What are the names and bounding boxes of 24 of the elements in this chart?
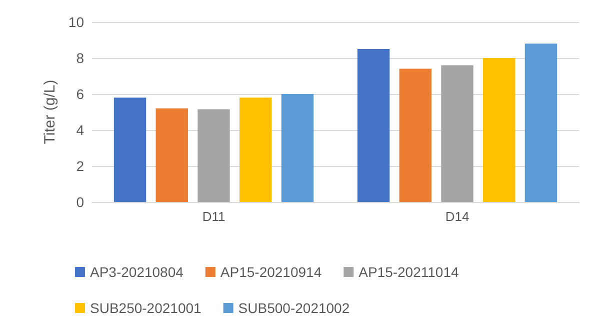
- bar: [483, 58, 516, 202]
- x-tick-label: D11: [202, 209, 226, 224]
- bar: [114, 98, 146, 202]
- legend-label: SUB250-2021001: [90, 300, 202, 316]
- y-axis-title: Titer (g/L): [42, 80, 59, 144]
- bar: [357, 49, 390, 202]
- legend-label: SUB500-2021002: [238, 300, 350, 316]
- bar: [198, 109, 230, 202]
- bar: [524, 44, 558, 202]
- y-tick-label: 6: [76, 86, 84, 102]
- legend-label: AP15-20211014: [358, 264, 459, 280]
- bar: [399, 68, 432, 202]
- y-tick-label: 2: [76, 158, 84, 174]
- y-tick-label: 4: [76, 122, 84, 138]
- legend-label: AP15-20210914: [220, 264, 322, 280]
- y-tick-label: 8: [76, 50, 84, 66]
- bar: [240, 98, 272, 202]
- y-tick-label: 0: [76, 194, 84, 210]
- x-tick-label: D14: [445, 209, 470, 224]
- y-tick-label: 10: [68, 14, 84, 30]
- bar: [281, 94, 314, 202]
- legend-label: AP3-20210804: [90, 264, 184, 280]
- bar: [441, 65, 474, 202]
- bar: [156, 108, 188, 202]
